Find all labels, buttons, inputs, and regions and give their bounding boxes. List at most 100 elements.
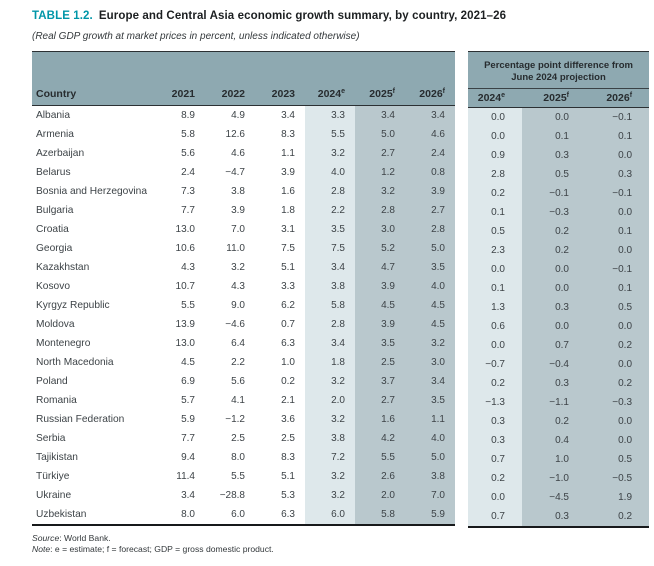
growth-cell: 3.4 <box>305 334 355 353</box>
growth-cell: 3.4 <box>405 372 455 391</box>
diff-cell: 0.0 <box>586 412 650 431</box>
growth-cell: 9.0 <box>231 300 245 311</box>
growth-cell: 10.7 <box>175 281 195 292</box>
growth-cell: 7.0 <box>231 224 245 235</box>
growth-cell: 3.3 <box>305 105 355 125</box>
footnotes: Source: World Bank. Note: e = estimate; … <box>32 533 648 555</box>
growth-cell: 13.0 <box>175 224 195 235</box>
growth-cell: 2.8 <box>305 315 355 334</box>
growth-cell: 3.2 <box>355 182 405 201</box>
growth-cell: 5.6 <box>231 376 245 387</box>
table-row: −0.7 −0.4 0.0 <box>468 355 650 374</box>
table-row: 0.7 1.0 0.5 <box>468 450 650 469</box>
table-row: 0.1 0.0 0.1 <box>468 279 650 298</box>
header-row: 2024e 2025f 2026f <box>468 88 650 108</box>
growth-cell: 13.0 <box>175 338 195 349</box>
growth-cell: −1.2 <box>225 414 245 425</box>
country-cell: Kosovo <box>36 281 70 292</box>
diff-cell: 0.2 <box>522 241 586 260</box>
growth-cell: 5.8 <box>355 505 405 525</box>
column-header-2026f: 2026f <box>405 51 455 106</box>
growth-cell: 7.5 <box>305 239 355 258</box>
growth-cell: 13.9 <box>175 319 195 330</box>
diff-cell: 0.1 <box>522 127 586 146</box>
growth-cell: 2.6 <box>355 467 405 486</box>
growth-cell: 5.1 <box>281 471 295 482</box>
growth-cell: 7.7 <box>181 433 195 444</box>
diff-cell: 0.2 <box>586 336 650 355</box>
diff-cell: 0.1 <box>586 279 650 298</box>
growth-cell: 3.2 <box>405 334 455 353</box>
country-cell: Croatia <box>36 224 69 235</box>
growth-cell: 4.3 <box>181 262 195 273</box>
growth-cell: 2.8 <box>355 201 405 220</box>
table-row: 0.0 0.0 −0.1 <box>468 260 650 279</box>
growth-cell: 5.0 <box>405 239 455 258</box>
diff-table-body: 0.0 0.0 −0.1 0.0 0.1 0.1 0.9 0.3 0.0 2.8 0.5 0.3 0.2… <box>468 107 650 527</box>
growth-cell: 0.2 <box>281 376 295 387</box>
column-header-2021: 2021 <box>155 51 205 106</box>
diff-cell: 0.0 <box>468 107 522 127</box>
tables-wrapper: Country 2021 2022 2023 2024e 2025f 2026f… <box>32 51 650 528</box>
growth-cell: 4.0 <box>405 429 455 448</box>
table-row: 0.6 0.0 0.0 <box>468 317 650 336</box>
growth-cell: 3.4 <box>405 105 455 125</box>
diff-cell: 0.1 <box>468 203 522 222</box>
country-cell: Bulgaria <box>36 205 74 216</box>
table-row: −1.3 −1.1 −0.3 <box>468 393 650 412</box>
table-row: Serbia 7.7 2.5 2.5 3.8 4.2 4.0 <box>32 429 455 448</box>
growth-cell: 5.3 <box>281 490 295 501</box>
diff-cell: 0.0 <box>586 355 650 374</box>
growth-cell: 3.3 <box>281 281 295 292</box>
diff-cell: 0.0 <box>522 279 586 298</box>
table-row: Bulgaria 7.7 3.9 1.8 2.2 2.8 2.7 <box>32 201 455 220</box>
growth-cell: 2.8 <box>305 182 355 201</box>
column-header-2024e: 2024e <box>305 51 355 106</box>
diff-cell: −1.1 <box>522 393 586 412</box>
growth-cell: 3.9 <box>281 167 295 178</box>
diff-cell: 2.3 <box>468 241 522 260</box>
diff-cell: −0.1 <box>586 260 650 279</box>
diff-cell: 0.0 <box>586 241 650 260</box>
table-row: 2.8 0.5 0.3 <box>468 165 650 184</box>
table-row: 0.9 0.3 0.0 <box>468 146 650 165</box>
table-row: Kazakhstan 4.3 3.2 5.1 3.4 4.7 3.5 <box>32 258 455 277</box>
growth-cell: 5.2 <box>355 239 405 258</box>
header-row: Percentage point difference from June 20… <box>468 51 650 89</box>
table-row: 0.0 0.1 0.1 <box>468 127 650 146</box>
growth-cell: 8.0 <box>181 509 195 520</box>
growth-cell: 1.6 <box>281 186 295 197</box>
growth-cell: 8.3 <box>281 452 295 463</box>
table-row: Armenia 5.8 12.6 8.3 5.5 5.0 4.6 <box>32 125 455 144</box>
diff-span-title: Percentage point difference from June 20… <box>468 51 650 89</box>
diff-cell: 0.5 <box>468 222 522 241</box>
diff-cell: 0.2 <box>522 222 586 241</box>
table-row: Montenegro 13.0 6.4 6.3 3.4 3.5 3.2 <box>32 334 455 353</box>
diff-cell: 0.3 <box>522 507 586 527</box>
growth-cell: −4.7 <box>225 167 245 178</box>
growth-cell: 4.5 <box>405 315 455 334</box>
growth-cell: 4.9 <box>231 110 245 121</box>
growth-cell: 3.7 <box>355 372 405 391</box>
country-cell: Moldova <box>36 319 75 330</box>
country-cell: Kazakhstan <box>36 262 90 273</box>
growth-cell: 6.0 <box>231 509 245 520</box>
table-row: Uzbekistan 8.0 6.0 6.3 6.0 5.8 5.9 <box>32 505 455 525</box>
growth-cell: 8.9 <box>181 110 195 121</box>
source-note: Source: World Bank. <box>32 533 111 543</box>
growth-cell: 4.6 <box>405 125 455 144</box>
country-cell: Russian Federation <box>36 414 125 425</box>
table-row: Türkiye 11.4 5.5 5.1 3.2 2.6 3.8 <box>32 467 455 486</box>
table-row: Kyrgyz Republic 5.5 9.0 6.2 5.8 4.5 4.5 <box>32 296 455 315</box>
diff-cell: 0.2 <box>522 412 586 431</box>
country-cell: Uzbekistan <box>36 509 87 520</box>
country-cell: Montenegro <box>36 338 91 349</box>
growth-cell: 2.0 <box>305 391 355 410</box>
country-cell: Kyrgyz Republic <box>36 300 110 311</box>
diff-cell: 0.0 <box>468 488 522 507</box>
diff-cell: 0.2 <box>468 469 522 488</box>
diff-table: Percentage point difference from June 20… <box>468 51 650 528</box>
growth-cell: 8.0 <box>231 452 245 463</box>
diff-cell: −1.0 <box>522 469 586 488</box>
growth-cell: 5.5 <box>231 471 245 482</box>
